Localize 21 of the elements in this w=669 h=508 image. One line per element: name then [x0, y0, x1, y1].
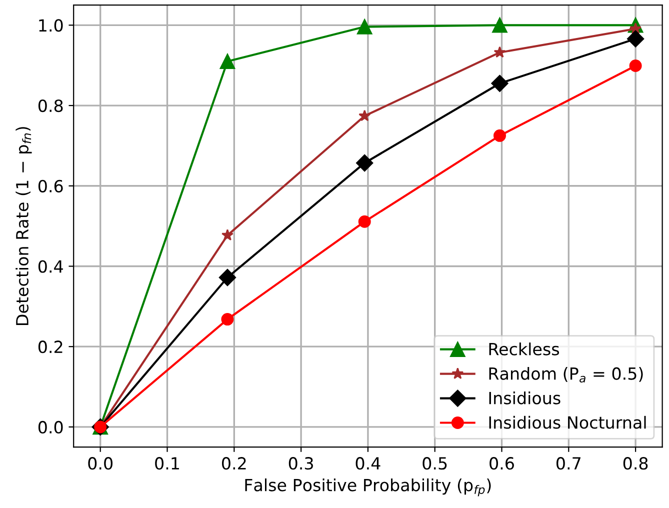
- x-tick-label: 0.4: [356, 457, 380, 470]
- legend-label: Reckless: [489, 342, 560, 356]
- x-tick-label: 0.6: [490, 457, 514, 470]
- x-tick-label: 0.3: [288, 457, 313, 470]
- x-tick-label: 0.8: [623, 457, 648, 470]
- y-tick-label: 1.0: [39, 19, 63, 32]
- x-tick-label: 0.2: [222, 457, 246, 470]
- y-tick-label: 0.0: [38, 420, 63, 434]
- x-tick-label: 0.1: [155, 457, 179, 470]
- x-tick-label: 0.7: [556, 457, 580, 470]
- x-tick-label: 0.0: [88, 457, 112, 470]
- legend-label: Random (P$_{a}$ = 0.5): [489, 366, 643, 383]
- y-tick-label: 0.8: [38, 99, 63, 112]
- legend-label: Insidious Nocturnal: [489, 416, 646, 429]
- legend-label: Insidious: [489, 391, 560, 404]
- x-tick-label: 0.5: [422, 457, 447, 470]
- y-tick-label: 0.2: [38, 340, 62, 354]
- y-tick-label: 0.6: [38, 180, 63, 192]
- y-axis-title: Detection Rate (1 − p$_{fn}$): [16, 127, 32, 326]
- y-tick-label: 0.4: [38, 260, 63, 273]
- x-axis-title: False Positive Probability (p$_{fp}$): [245, 478, 491, 496]
